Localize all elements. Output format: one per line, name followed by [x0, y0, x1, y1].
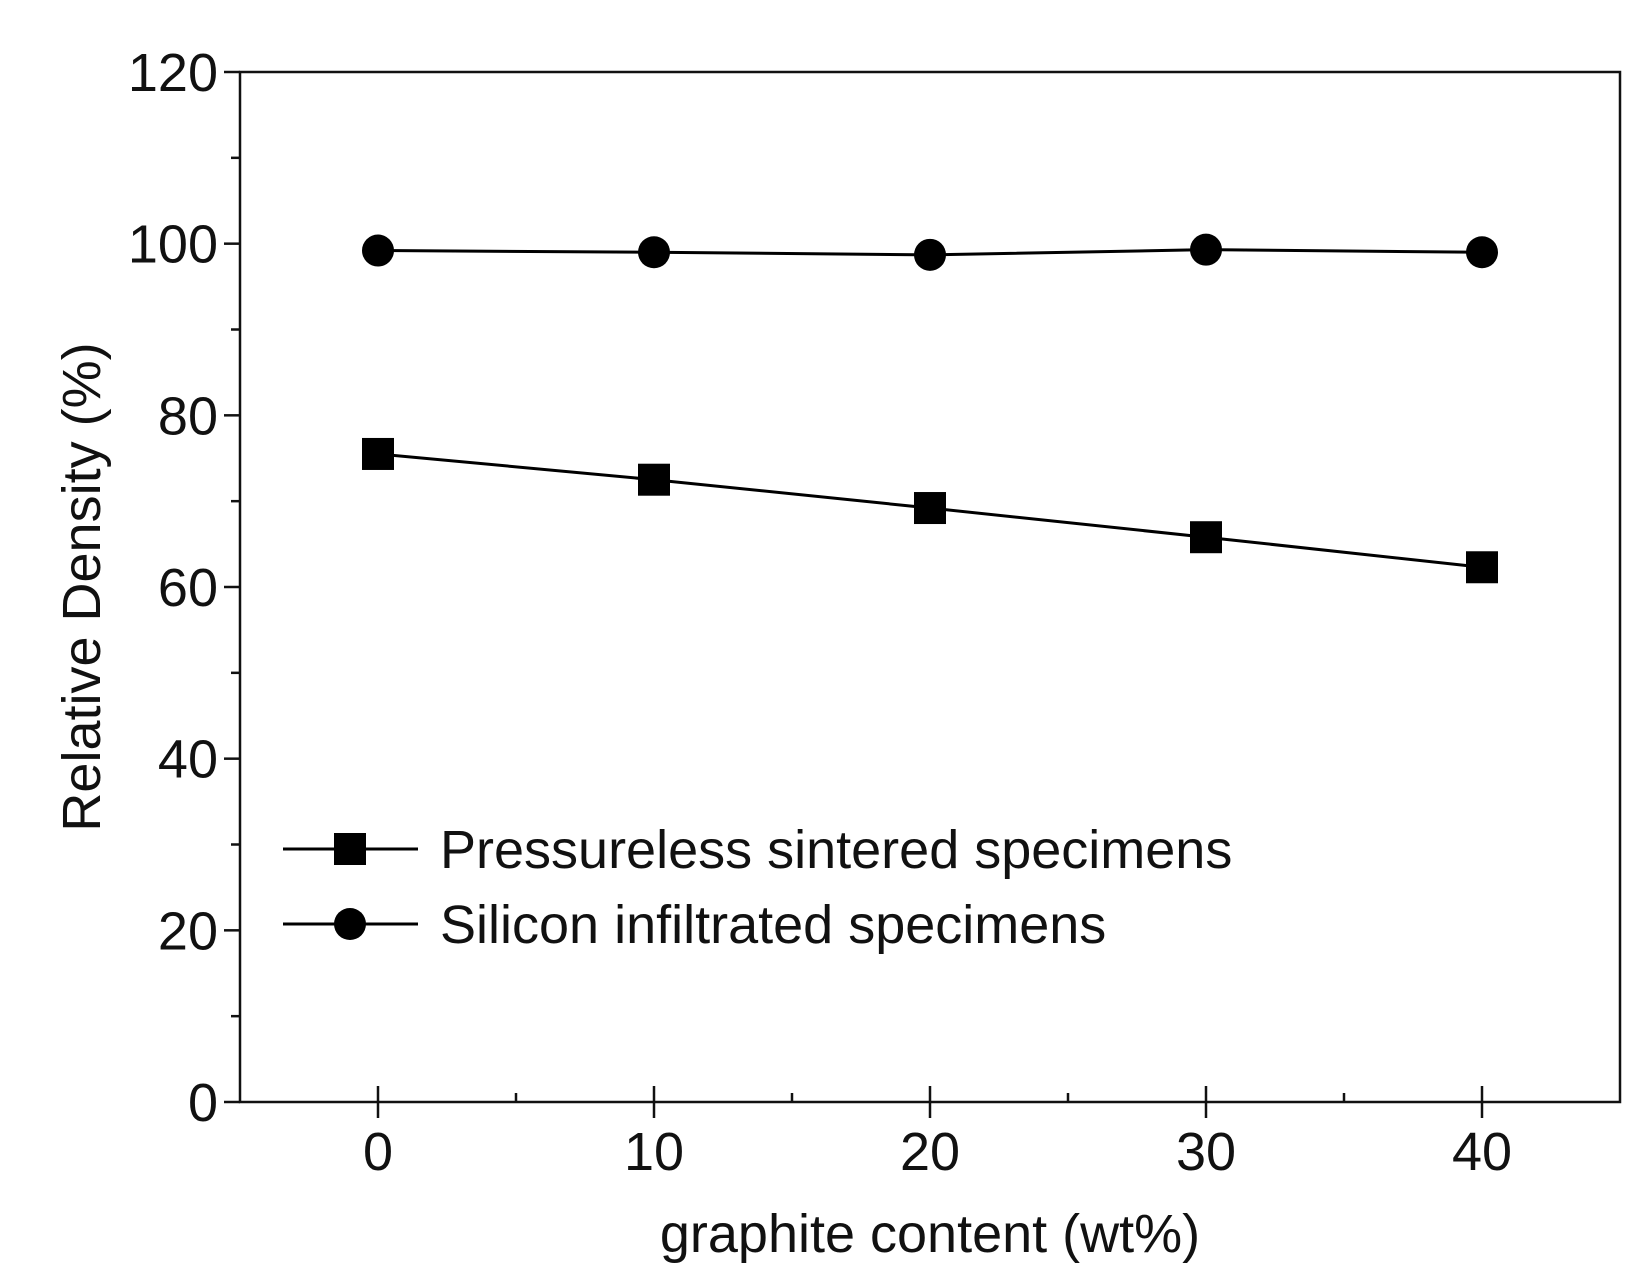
series-pressureless-sintered [362, 437, 1498, 584]
square-marker [1466, 551, 1498, 584]
circle-marker [362, 234, 394, 267]
y-tick-label: 0 [188, 1073, 218, 1133]
x-tick-label: 0 [363, 1122, 393, 1182]
y-tick-label: 20 [158, 901, 218, 961]
legend-square-marker [334, 833, 366, 865]
legend-item: Silicon infiltrated specimens [283, 895, 1106, 955]
y-tick-label: 80 [158, 386, 218, 446]
data-series [362, 233, 1498, 584]
x-axis-label: graphite content (wt%) [660, 1204, 1200, 1264]
circle-marker [638, 236, 670, 269]
circle-marker [1466, 236, 1498, 269]
circle-marker [914, 238, 946, 271]
x-tick-label: 30 [1176, 1122, 1236, 1182]
x-tick-label: 40 [1452, 1122, 1512, 1182]
y-tick-label: 100 [128, 215, 218, 275]
legend-item: Pressureless sintered specimens [283, 820, 1232, 880]
y-tick-label: 60 [158, 558, 218, 618]
series-silicon-infiltrated [362, 233, 1498, 271]
square-marker [914, 492, 946, 525]
x-tick-label: 10 [624, 1122, 684, 1182]
legend-circle-marker [334, 908, 366, 940]
circle-marker [1190, 233, 1222, 266]
y-tick-label: 120 [128, 43, 218, 103]
legend-label: Pressureless sintered specimens [440, 820, 1232, 880]
legend: Pressureless sintered specimens Silicon i… [283, 820, 1232, 955]
square-marker [362, 437, 394, 470]
square-marker [638, 463, 670, 496]
x-axis: 0 10 20 30 40 [363, 1086, 1512, 1182]
y-axis: 0 20 40 60 80 100 120 [128, 43, 240, 1133]
legend-label: Silicon infiltrated specimens [440, 895, 1106, 955]
x-tick-label: 20 [900, 1122, 960, 1182]
square-marker [1190, 521, 1222, 554]
y-axis-label: Relative Density (%) [52, 342, 112, 831]
y-tick-label: 40 [158, 730, 218, 790]
